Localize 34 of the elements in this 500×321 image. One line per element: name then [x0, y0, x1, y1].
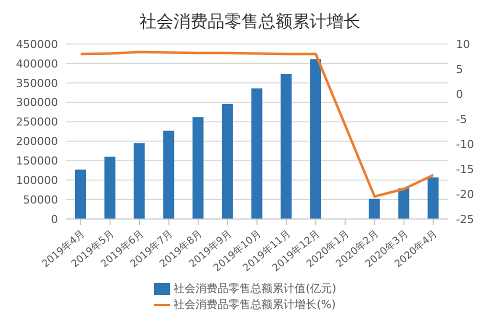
y-tick-label: 350000: [16, 76, 58, 90]
y2-tick-label: 0: [456, 88, 463, 101]
y-tick-label: 200000: [16, 135, 58, 148]
y2-tick-label: -20: [456, 188, 474, 201]
y-tick-label: 300000: [16, 96, 58, 110]
y2-tick-label: -25: [456, 212, 474, 226]
bar: [75, 170, 86, 219]
bar: [134, 143, 145, 219]
y2-tick-label: -15: [456, 162, 474, 176]
bar: [251, 88, 262, 219]
bar: [222, 104, 233, 219]
bar: [280, 74, 292, 219]
y-tick-label: 250000: [16, 116, 58, 129]
bar: [310, 59, 322, 219]
y-tick-label: 400000: [16, 57, 58, 70]
legend-label: 社会消费品零售总额累计增长(%): [174, 298, 336, 312]
legend-label: 社会消费品零售总额累计值(亿元): [174, 282, 336, 296]
y-tick-label: 100000: [16, 174, 58, 188]
line-series: [79, 50, 435, 198]
y-tick-label: 0: [51, 212, 58, 226]
bar: [163, 130, 174, 219]
bar: [192, 117, 204, 219]
y-tick-label: 150000: [16, 154, 58, 168]
y2-tick-label: -5: [456, 112, 467, 126]
y2-tick-label: -10: [456, 138, 474, 151]
bar: [428, 177, 439, 219]
chart-title: 社会消费品零售总额累计增长: [138, 11, 362, 34]
bar: [368, 198, 380, 219]
y2-tick-label: 10: [456, 38, 470, 51]
y2-tick-label: 5: [456, 62, 463, 76]
y-tick-label: 50000: [23, 193, 58, 206]
bar: [398, 188, 410, 219]
y-tick-label: 450000: [16, 38, 58, 51]
bar: [104, 156, 116, 219]
